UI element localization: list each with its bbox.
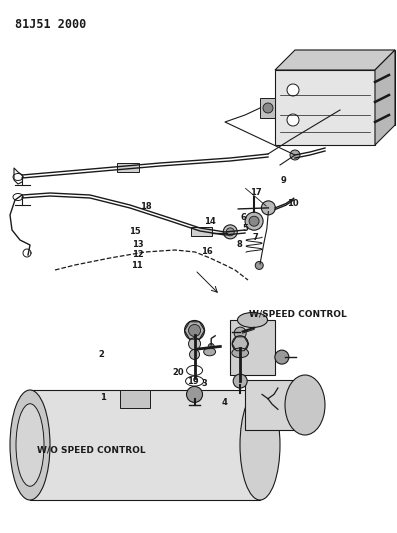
Circle shape: [223, 225, 237, 239]
Text: 19: 19: [187, 377, 199, 385]
Circle shape: [287, 84, 299, 96]
Text: 14: 14: [204, 217, 216, 225]
Text: 6: 6: [240, 213, 246, 222]
Polygon shape: [295, 50, 395, 125]
Circle shape: [187, 386, 202, 402]
Polygon shape: [275, 70, 375, 145]
Text: 18: 18: [140, 203, 152, 211]
Text: W/SPEED CONTROL: W/SPEED CONTROL: [249, 310, 347, 319]
Circle shape: [208, 343, 214, 350]
Text: W/O SPEED CONTROL: W/O SPEED CONTROL: [37, 446, 146, 455]
Text: 16: 16: [200, 247, 212, 256]
Circle shape: [226, 228, 234, 236]
Circle shape: [232, 336, 248, 352]
Circle shape: [263, 103, 273, 113]
Text: 11: 11: [131, 261, 143, 270]
Circle shape: [189, 338, 200, 350]
Bar: [191, 227, 212, 236]
Polygon shape: [375, 50, 395, 145]
Bar: [120, 390, 150, 408]
Text: 13: 13: [132, 240, 144, 248]
Ellipse shape: [237, 312, 268, 327]
Circle shape: [245, 212, 263, 230]
Circle shape: [290, 150, 300, 160]
Text: 12: 12: [132, 251, 144, 259]
Ellipse shape: [204, 348, 216, 356]
Text: 9: 9: [281, 176, 287, 184]
Text: 17: 17: [250, 189, 262, 197]
Polygon shape: [275, 50, 395, 70]
Text: 15: 15: [129, 228, 141, 236]
Ellipse shape: [232, 348, 249, 358]
Text: 1: 1: [100, 393, 106, 401]
Ellipse shape: [240, 390, 280, 500]
Circle shape: [189, 350, 200, 359]
Circle shape: [233, 374, 247, 388]
Ellipse shape: [285, 375, 325, 435]
Text: 4: 4: [222, 398, 227, 407]
Circle shape: [234, 327, 246, 339]
Text: 81J51 2000: 81J51 2000: [15, 18, 86, 31]
Circle shape: [249, 216, 259, 226]
Circle shape: [287, 114, 299, 126]
Bar: [260, 98, 275, 118]
Circle shape: [185, 320, 204, 341]
Text: 8: 8: [236, 240, 242, 248]
Text: 7: 7: [252, 233, 258, 241]
Circle shape: [255, 261, 263, 270]
Bar: [245, 380, 305, 430]
Bar: [117, 163, 139, 172]
Circle shape: [275, 350, 289, 364]
Circle shape: [261, 201, 276, 215]
Bar: [230, 320, 275, 375]
Circle shape: [189, 325, 200, 336]
Text: 10: 10: [287, 199, 299, 208]
Bar: [30, 390, 260, 500]
Text: 2: 2: [98, 350, 104, 359]
Ellipse shape: [16, 404, 44, 486]
Text: 3: 3: [202, 379, 207, 388]
Text: 20: 20: [172, 368, 184, 376]
Ellipse shape: [10, 390, 50, 500]
Text: 5: 5: [243, 224, 248, 232]
